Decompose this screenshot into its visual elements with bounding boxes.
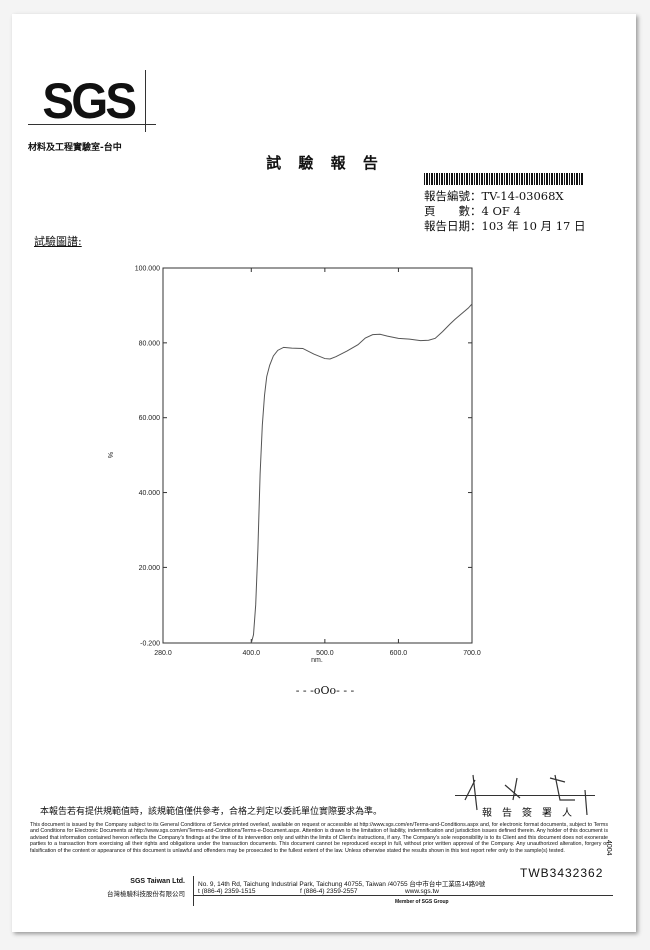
report-number-value: TV-14-03068X <box>481 189 564 203</box>
serial-number: TWB3432362 <box>520 866 604 880</box>
x-tick-label: 700.0 <box>463 650 481 657</box>
transmittance-line <box>250 303 473 644</box>
y-tick-label: -0.200 <box>140 641 160 648</box>
y-tick-label: 100.000 <box>135 266 160 273</box>
company-phone: t (886-4) 2359-1515 <box>198 888 256 895</box>
report-date-value: 103 年 10 月 17 日 <box>481 219 586 233</box>
paper-sheet <box>12 14 636 932</box>
chart-heading: 試驗圖譜: <box>34 235 82 248</box>
report-number: 報告編號：TV-14-03068X <box>424 188 564 204</box>
legal-disclaimer: This document is issued by the Company s… <box>30 822 608 854</box>
y-tick-label: 80.000 <box>139 340 161 347</box>
signer-label: 報告簽署人 <box>482 808 582 819</box>
report-date-label: 報告日期： <box>424 219 482 233</box>
footer-rule <box>193 895 613 896</box>
barcode <box>424 173 584 185</box>
lab-name: 材料及工程實驗室-台中 <box>28 143 122 153</box>
report-date: 報告日期：103 年 10 月 17 日 <box>424 218 586 234</box>
logo-rule-vertical <box>145 70 146 132</box>
report-number-label: 報告編號： <box>424 189 482 203</box>
company-fax: f (886-4) 2359-2557 <box>300 888 358 895</box>
x-axis-label: nm. <box>311 657 323 664</box>
company-address: No. 9, 14th Rd, Taichung Industrial Park… <box>198 881 486 888</box>
spectrum-chart: 280.0 400.0 500.0 600.0 700.0 -0.200 20.000 40.… <box>106 266 481 665</box>
page-count: 頁 數：4 OF 4 <box>424 203 521 219</box>
y-tick-label: 60.000 <box>139 415 161 422</box>
y-axis-label: % <box>106 452 113 458</box>
signature <box>464 774 588 816</box>
x-tick-label: 600.0 <box>390 650 408 657</box>
side-code: 4004 <box>605 840 612 856</box>
page-count-label: 頁 數： <box>424 204 482 218</box>
logo-rule <box>28 124 156 125</box>
page-count-value: 4 OF 4 <box>481 204 521 218</box>
x-tick-label: 280.0 <box>154 650 172 657</box>
x-tick-label: 500.0 <box>316 650 334 657</box>
report-title: 試 驗 報 告 <box>266 154 384 172</box>
company-website: www.sgs.tw <box>405 888 439 895</box>
member-text: Member of SGS Group <box>395 899 449 905</box>
company-name-zh: 台灣檢驗科技股份有限公司 <box>107 890 185 898</box>
x-tick-label: 400.0 <box>243 650 261 657</box>
footer-divider <box>193 876 194 906</box>
sgs-logo: SGS <box>42 73 137 129</box>
y-tick-label: 20.000 <box>139 565 161 572</box>
spec-notice: 本報告若有提供規範值時，該規範值僅供參考，合格之判定以委託單位實際要求為準。 <box>40 807 383 817</box>
y-tick-label: 40.000 <box>139 490 161 497</box>
signature-line <box>455 795 595 796</box>
company-name-en: SGS Taiwan Ltd. <box>130 878 185 885</box>
plot-frame <box>162 267 473 644</box>
end-mark: - - -oOo- - - <box>295 684 355 697</box>
